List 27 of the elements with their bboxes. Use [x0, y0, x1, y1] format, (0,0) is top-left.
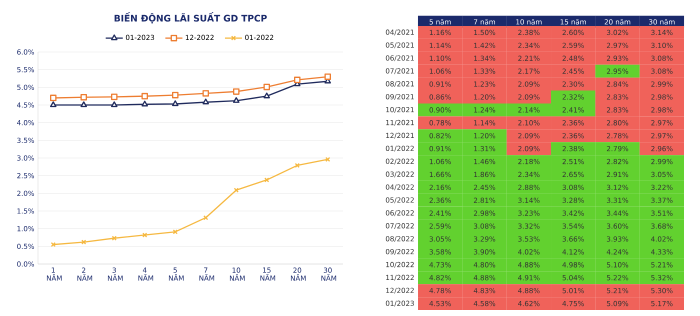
point [233, 88, 240, 95]
point [264, 92, 270, 98]
point [112, 236, 117, 241]
point [294, 76, 300, 84]
point [203, 215, 208, 220]
point [111, 101, 118, 108]
point [234, 188, 239, 193]
point [233, 97, 240, 103]
point [142, 232, 148, 238]
point [142, 100, 148, 106]
point [202, 98, 209, 104]
point [172, 229, 178, 234]
point [172, 100, 178, 106]
point [50, 94, 56, 102]
point [111, 94, 118, 100]
point [81, 240, 86, 245]
point [202, 90, 209, 97]
point [294, 162, 300, 168]
point [264, 177, 270, 182]
point [80, 94, 88, 100]
point [172, 92, 178, 98]
chart-title: BIẾN ĐỘNG LÃI SUẤT GD TPCP [114, 12, 267, 24]
point [80, 101, 88, 108]
point [142, 92, 148, 100]
point [324, 73, 331, 80]
point [264, 84, 270, 90]
point [50, 101, 56, 108]
